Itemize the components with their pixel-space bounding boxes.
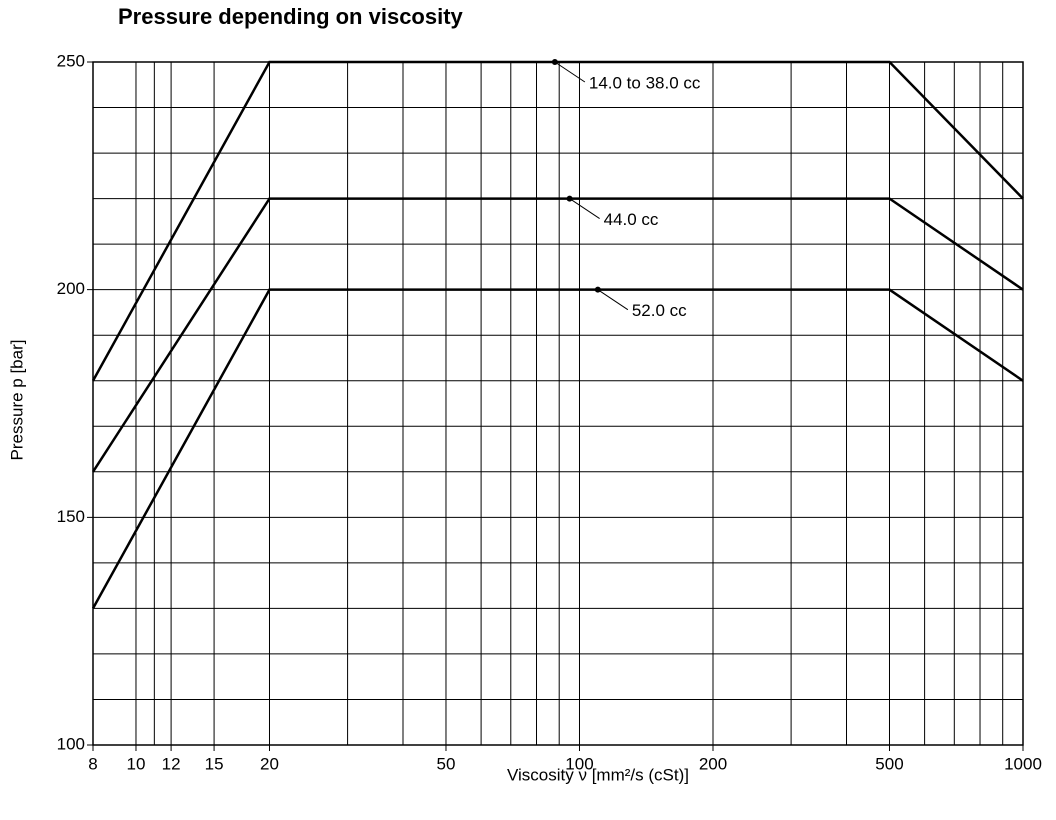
- x-tick-label: 12: [162, 754, 181, 773]
- annotation-label: 52.0 cc: [632, 301, 687, 320]
- x-tick-label: 1000: [1004, 754, 1042, 773]
- chart-title: Pressure depending on viscosity: [118, 4, 464, 29]
- leader-line: [554, 61, 586, 83]
- x-tick-label: 500: [875, 754, 903, 773]
- series-line: [91, 60, 1024, 382]
- series-line: [91, 288, 1024, 610]
- x-tick-label: 50: [437, 754, 456, 773]
- leader-line: [597, 289, 629, 311]
- annotation-dot: [551, 59, 558, 65]
- x-tick-label: 200: [699, 754, 727, 773]
- x-tick-label: 100: [565, 754, 593, 773]
- annotation-dot: [594, 286, 601, 293]
- x-tick-label: 8: [88, 754, 97, 773]
- y-tick-label: 250: [57, 51, 85, 70]
- y-tick-label: 200: [57, 279, 85, 298]
- x-tick-label: 10: [127, 754, 146, 773]
- y-axis-label: Pressure p [bar]: [7, 340, 26, 461]
- x-tick-label: 20: [260, 754, 279, 773]
- annotation-label: 44.0 cc: [604, 210, 659, 229]
- x-axis-label: Viscosity ν [mm²/s (cSt)]: [507, 765, 689, 784]
- x-tick-label: 15: [205, 754, 224, 773]
- annotation-dot: [566, 195, 573, 202]
- series-line: [91, 197, 1024, 473]
- annotation-label: 14.0 to 38.0 cc: [589, 73, 701, 92]
- y-tick-label: 150: [57, 507, 85, 526]
- leader-line: [569, 198, 600, 220]
- y-tick-label: 100: [57, 734, 85, 753]
- plot-frame: [92, 61, 1024, 746]
